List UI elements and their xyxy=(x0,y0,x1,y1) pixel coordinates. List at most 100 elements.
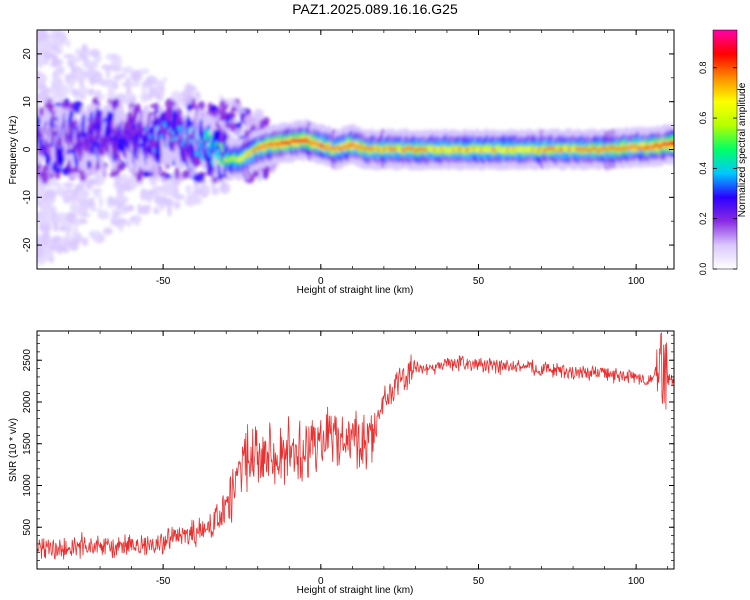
spectrogram-cell xyxy=(72,56,81,64)
spectrogram-cell xyxy=(40,214,52,224)
spectrogram-cell xyxy=(105,53,116,61)
spectrogram-cell xyxy=(153,167,160,180)
spectrogram-cell xyxy=(229,101,238,107)
spectrogram-cell xyxy=(254,169,260,178)
spectrogram-cell xyxy=(72,227,79,241)
x-tick-label: 0 xyxy=(318,276,324,287)
spectrogram-cell xyxy=(69,215,75,225)
spectrogram-cell xyxy=(192,110,198,120)
spectrogram-cell xyxy=(64,232,72,243)
spectrogram-cell xyxy=(62,182,74,188)
spectrogram-cell xyxy=(220,179,227,191)
snr-frame xyxy=(36,330,675,570)
spectrogram-cell xyxy=(118,73,127,79)
spectrogram-cell xyxy=(37,245,45,258)
spectrogram-cell xyxy=(101,64,112,71)
x-tick-label: 50 xyxy=(473,576,485,587)
spectrogram-cell xyxy=(184,83,194,95)
spectrogram-cell xyxy=(49,191,56,200)
spectrogram-cell xyxy=(128,176,137,189)
spectrogram-cell xyxy=(125,76,132,91)
spectrogram-cell xyxy=(90,230,102,241)
x-tick-label: 100 xyxy=(628,576,645,587)
spectrogram-cell xyxy=(40,90,49,104)
spectrogram-cell xyxy=(140,68,150,75)
colorbar: 0.0 0.2 0.4 0.6 0.8 Normalized spectral ampl… xyxy=(698,29,748,275)
y-tick-label: 2000 xyxy=(22,390,33,413)
spectrogram-cell xyxy=(211,187,219,196)
spectrogram-cell xyxy=(140,188,147,201)
spectrogram-cell xyxy=(88,74,97,86)
spectrogram-cell xyxy=(39,201,49,215)
spectrogram-cell xyxy=(197,100,206,111)
spectrogram-cell xyxy=(68,78,75,86)
spectrogram-cell xyxy=(56,67,65,73)
spectrogram-cell xyxy=(51,178,58,188)
spectrogram-cell xyxy=(145,75,158,85)
snr-y-label: SNR (10 * v/v) xyxy=(8,418,19,482)
spectrogram-cell xyxy=(142,170,150,178)
spectrogram-cell xyxy=(185,184,193,194)
spectrogram-cell xyxy=(51,206,57,213)
colorbar-tick-label: 0.2 xyxy=(698,212,708,225)
spectrogram-cell xyxy=(98,195,103,208)
spectrogram-cell xyxy=(78,52,86,60)
spectrogram-cell xyxy=(162,198,174,205)
spectrogram-cell xyxy=(167,203,172,217)
spectrogram-cell xyxy=(40,233,51,246)
spectrogram-cell xyxy=(73,204,86,216)
spectrogram-cell xyxy=(262,165,270,179)
spectrogram-y-label: Frequency (Hz) xyxy=(8,116,19,185)
x-tick-label: 0 xyxy=(318,576,324,587)
colorbar-frame xyxy=(712,29,738,270)
spectrogram-cell xyxy=(124,90,131,104)
y-tick-label: 10 xyxy=(22,96,33,108)
spectrogram-cell xyxy=(54,212,62,225)
spectrogram-cell xyxy=(65,39,71,48)
spectrogram-cell xyxy=(236,103,243,114)
spectrogram-cell xyxy=(118,222,124,232)
y-tick-label: 1000 xyxy=(22,474,33,497)
spectrogram-cell xyxy=(56,32,61,38)
spectrogram-cell xyxy=(51,57,60,66)
spectrogram-cell xyxy=(107,78,115,93)
colorbar-tick-label: 0.4 xyxy=(698,162,708,175)
spectrogram-cell xyxy=(98,94,105,100)
spectrogram-cell xyxy=(87,202,93,207)
spectrogram-cell xyxy=(153,207,158,215)
spectrogram-cell xyxy=(126,219,132,228)
spectrogram-cell xyxy=(228,121,237,132)
x-tick-label: -50 xyxy=(156,576,171,587)
spectrogram-cell xyxy=(37,92,42,101)
spectrogram-cell xyxy=(185,194,196,207)
spectrogram-cell xyxy=(116,55,122,67)
spectrogram-cell xyxy=(63,224,73,234)
spectrogram-cell xyxy=(244,114,257,127)
spectrogram-cell xyxy=(138,206,151,215)
y-tick-label: 0 xyxy=(22,146,33,152)
spectrogram-cell xyxy=(64,73,77,79)
spectrogram-cell xyxy=(122,66,134,74)
spectrogram-cell xyxy=(154,102,159,111)
spectrogram-cell xyxy=(43,59,49,66)
spectrogram-cell xyxy=(38,193,44,205)
spectrogram-cell xyxy=(51,83,56,88)
snr-panel: -50 0 50 100 500 1000 1500 2000 2500 Height of s… xyxy=(8,330,675,596)
spectrogram-cell xyxy=(105,68,110,78)
spectrogram-cell xyxy=(253,108,264,118)
y-tick-label: 500 xyxy=(22,518,33,535)
y-tick-label: -20 xyxy=(22,237,33,252)
spectrogram-cell xyxy=(55,190,64,196)
spectrogram-cell xyxy=(115,217,128,226)
spectrogram-cell xyxy=(69,172,80,180)
spectrogram-cell xyxy=(193,173,205,183)
snr-x-label: Height of straight line (km) xyxy=(297,585,414,596)
spectrogram-cell xyxy=(97,214,110,220)
spectrogram-cell xyxy=(117,194,124,204)
spectrogram-cell xyxy=(77,189,83,203)
spectrogram-heatmap xyxy=(37,30,674,266)
y-tick-label: 2500 xyxy=(22,349,33,372)
spectrogram-cell xyxy=(136,169,143,182)
spectrogram-cell xyxy=(39,30,50,41)
